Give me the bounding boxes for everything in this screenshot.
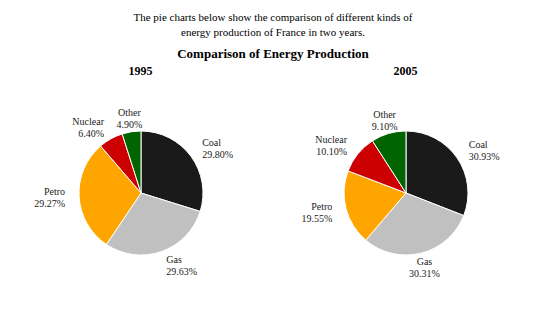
html-text:energy production of France in: energy production of France in two years…: [181, 26, 365, 38]
svg-text:Gas29.63%: Gas29.63%: [166, 253, 197, 276]
svg-text:Gas30.31%: Gas30.31%: [409, 255, 440, 278]
html-text:The pie charts below show the: The pie charts below show the comparison…: [133, 11, 413, 23]
svg-text:Coal29.80%: Coal29.80%: [202, 136, 233, 159]
svg-text:Petro29.27%: Petro29.27%: [34, 186, 65, 209]
svg-text:Other4.90%: Other4.90%: [116, 106, 142, 129]
svg-text:Other9.10%: Other9.10%: [371, 109, 397, 132]
svg-text:Nuclear6.40%: Nuclear6.40%: [72, 115, 104, 138]
svg-text:Nuclear10.10%: Nuclear10.10%: [315, 134, 347, 157]
svg-text:Coal30.93%: Coal30.93%: [468, 139, 499, 162]
html-text:2005: 2005: [393, 64, 418, 78]
html-text:1995: 1995: [128, 64, 153, 78]
html-text:Comparison of Energy Productio: Comparison of Energy Production: [177, 46, 369, 61]
svg-text:Petro19.55%: Petro19.55%: [301, 200, 332, 223]
